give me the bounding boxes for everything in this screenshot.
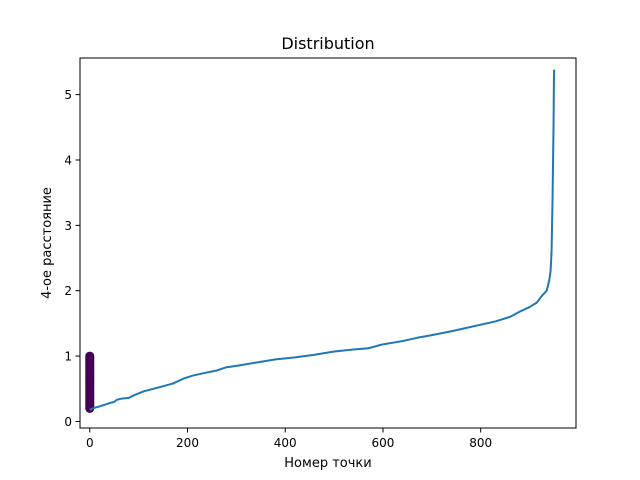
x-tick-label: 600 [372,436,395,450]
series-line [89,69,556,411]
scatter-series [85,351,95,413]
y-axis-ticks: 0 1 2 3 4 5 [64,88,80,429]
y-tick-label: 0 [64,415,72,429]
x-tick-label: 800 [469,436,492,450]
scatter-point [85,351,95,361]
y-tick-label: 2 [64,284,72,298]
x-axis-label: Номер точки [284,456,371,471]
chart-title: Distribution [281,34,374,53]
y-axis-label: 4-ое расстояние [40,187,55,299]
y-tick-label: 3 [64,219,72,233]
line-series [89,69,556,411]
y-tick-label: 4 [64,153,72,167]
x-tick-label: 400 [274,436,297,450]
y-tick-label: 5 [64,88,72,102]
y-tick-label: 1 [64,350,72,364]
x-tick-label: 200 [176,436,199,450]
x-axis-ticks: 0 200 400 600 800 [86,428,492,450]
plot-frame [79,57,577,429]
x-tick-label: 0 [86,436,94,450]
